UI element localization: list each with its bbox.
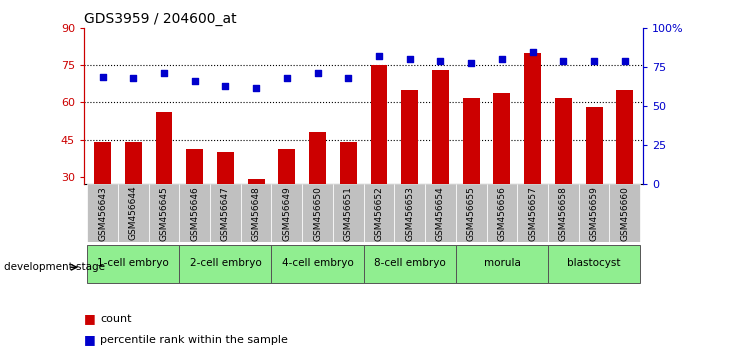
Bar xyxy=(548,245,640,283)
Bar xyxy=(156,112,173,251)
Point xyxy=(250,85,262,90)
Bar xyxy=(493,93,510,251)
Text: GSM456648: GSM456648 xyxy=(251,186,261,241)
Text: percentile rank within the sample: percentile rank within the sample xyxy=(100,335,288,345)
Text: GSM456653: GSM456653 xyxy=(405,186,414,241)
Bar xyxy=(340,142,357,251)
Bar xyxy=(363,184,395,242)
Bar xyxy=(186,149,203,251)
Text: GSM456651: GSM456651 xyxy=(344,186,353,241)
Bar xyxy=(586,107,602,251)
Text: GSM456650: GSM456650 xyxy=(313,186,322,241)
Text: GSM456658: GSM456658 xyxy=(559,186,568,241)
Bar xyxy=(248,179,265,251)
Bar xyxy=(210,184,240,242)
Point xyxy=(527,49,539,55)
Point xyxy=(342,75,354,81)
Bar xyxy=(87,245,179,283)
Point xyxy=(558,58,569,64)
Text: GSM456657: GSM456657 xyxy=(529,186,537,241)
Point xyxy=(496,57,508,62)
Point xyxy=(127,75,139,81)
Point xyxy=(219,83,231,89)
Point xyxy=(435,58,447,64)
Text: GSM456647: GSM456647 xyxy=(221,186,230,241)
Bar xyxy=(279,149,295,251)
Text: count: count xyxy=(100,314,132,324)
Bar xyxy=(363,245,456,283)
Bar xyxy=(87,184,118,242)
Bar xyxy=(217,152,234,251)
Text: GSM456645: GSM456645 xyxy=(159,186,168,241)
Bar xyxy=(456,184,487,242)
Text: GSM456659: GSM456659 xyxy=(590,186,599,241)
Bar xyxy=(610,184,640,242)
Point xyxy=(466,60,477,65)
Text: ■: ■ xyxy=(84,333,96,346)
Bar xyxy=(579,184,610,242)
Bar xyxy=(456,245,548,283)
Bar xyxy=(309,132,326,251)
Bar xyxy=(271,245,363,283)
Bar xyxy=(302,184,333,242)
Point xyxy=(619,58,631,64)
Text: GSM456654: GSM456654 xyxy=(436,186,445,241)
Bar xyxy=(395,184,425,242)
Bar xyxy=(271,184,302,242)
Text: blastocyst: blastocyst xyxy=(567,258,621,268)
Point xyxy=(311,71,323,76)
Point xyxy=(374,53,385,59)
Point xyxy=(96,74,108,79)
Text: 4-cell embryo: 4-cell embryo xyxy=(281,258,354,268)
Point xyxy=(404,57,416,62)
Bar xyxy=(179,245,271,283)
Bar xyxy=(487,184,518,242)
Text: GSM456643: GSM456643 xyxy=(98,186,107,241)
Text: GSM456660: GSM456660 xyxy=(621,186,629,241)
Bar xyxy=(401,90,418,251)
Text: GSM456646: GSM456646 xyxy=(190,186,199,241)
Bar xyxy=(240,184,271,242)
Bar xyxy=(463,98,480,251)
Bar xyxy=(148,184,179,242)
Text: 2-cell embryo: 2-cell embryo xyxy=(189,258,261,268)
Bar xyxy=(333,184,363,242)
Text: 8-cell embryo: 8-cell embryo xyxy=(374,258,446,268)
Bar xyxy=(94,142,111,251)
Text: GSM456652: GSM456652 xyxy=(374,186,384,241)
Text: development stage: development stage xyxy=(4,262,105,272)
Bar xyxy=(524,53,541,251)
Point xyxy=(588,58,600,64)
Text: GSM456656: GSM456656 xyxy=(497,186,507,241)
Text: GSM456655: GSM456655 xyxy=(466,186,476,241)
Text: 1-cell embryo: 1-cell embryo xyxy=(97,258,169,268)
Bar xyxy=(179,184,210,242)
Point xyxy=(281,75,292,81)
Bar xyxy=(555,98,572,251)
Point xyxy=(189,79,200,84)
Bar xyxy=(425,184,456,242)
Bar xyxy=(548,184,579,242)
Text: GSM456644: GSM456644 xyxy=(129,186,137,240)
Text: morula: morula xyxy=(483,258,520,268)
Point xyxy=(158,71,170,76)
Bar xyxy=(118,184,148,242)
Bar xyxy=(371,65,387,251)
Bar xyxy=(125,142,142,251)
Bar xyxy=(616,90,633,251)
Text: GDS3959 / 204600_at: GDS3959 / 204600_at xyxy=(84,12,237,26)
Text: ■: ■ xyxy=(84,312,96,325)
Bar xyxy=(432,70,449,251)
Bar xyxy=(518,184,548,242)
Text: GSM456649: GSM456649 xyxy=(282,186,292,241)
